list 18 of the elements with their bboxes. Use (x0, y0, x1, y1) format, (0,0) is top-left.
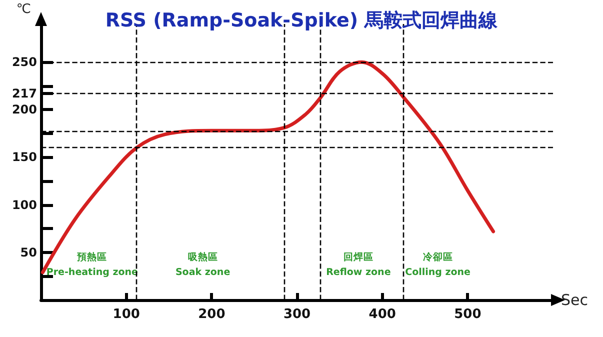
y-tick-label: 150 (12, 150, 37, 164)
y-tick-label: 250 (12, 55, 37, 70)
x-tick-label: 300 (283, 307, 311, 322)
y-tick-label: 200 (12, 102, 37, 117)
y-tick-label: 217 (12, 86, 37, 100)
x-axis-title: Sec (561, 291, 588, 309)
x-tick-label: 500 (454, 307, 482, 322)
x-tick-label: 200 (198, 307, 226, 322)
y-tick-label: 100 (12, 198, 37, 212)
chart-title: RSS (Ramp-Soak-Spike) 馬鞍式回焊曲線 (105, 10, 499, 32)
annotation: 預熱區 Pre-heating zone (46, 251, 138, 278)
x-tick-label: 100 (112, 307, 140, 322)
annotation: 吸熱區 Soak zone (175, 251, 230, 278)
y-tick-label: 50 (20, 245, 37, 260)
y-axis-title: ℃ (16, 2, 31, 17)
annotation: 冷卻區 Colling zone (405, 251, 471, 278)
annotation: 回焊區 Reflow zone (326, 251, 391, 278)
x-tick-label: 400 (368, 307, 396, 322)
